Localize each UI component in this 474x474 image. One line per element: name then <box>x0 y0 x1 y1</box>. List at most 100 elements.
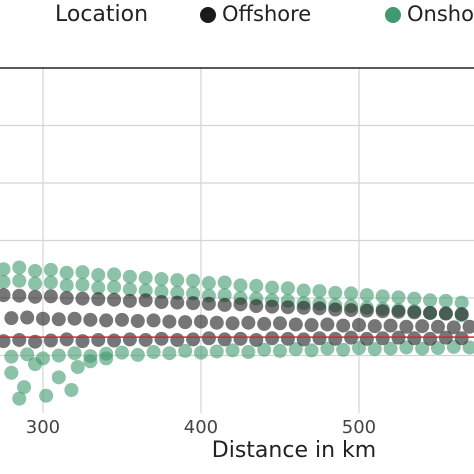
point <box>430 319 445 334</box>
point <box>462 319 474 334</box>
point <box>328 302 343 317</box>
x-axis-title: Distance in km <box>212 438 376 463</box>
point <box>446 320 461 335</box>
point <box>83 312 98 327</box>
point <box>107 267 122 282</box>
point <box>91 292 106 307</box>
point <box>162 346 177 361</box>
point <box>359 288 374 303</box>
point <box>391 290 406 305</box>
point <box>344 303 359 318</box>
point <box>328 285 343 300</box>
point <box>328 331 343 346</box>
point <box>51 348 66 363</box>
point <box>351 341 366 356</box>
point <box>233 297 248 312</box>
point <box>407 291 422 306</box>
point <box>43 275 58 290</box>
x-tick-label: 500 <box>342 417 376 438</box>
point <box>201 331 216 346</box>
point <box>43 333 58 348</box>
point <box>107 333 122 348</box>
point <box>375 304 390 319</box>
point <box>28 289 43 304</box>
point <box>312 284 327 299</box>
point <box>114 345 129 360</box>
point <box>423 293 438 308</box>
point <box>209 315 224 330</box>
point <box>130 347 145 362</box>
point <box>430 341 445 356</box>
point <box>4 365 19 380</box>
point <box>438 293 453 308</box>
point <box>201 276 216 291</box>
point <box>28 276 43 291</box>
point <box>249 278 264 293</box>
point <box>186 273 201 288</box>
legend-marker <box>200 7 216 23</box>
point <box>17 380 32 395</box>
point <box>288 317 303 332</box>
legend-label: Offshore <box>222 2 311 26</box>
point <box>154 331 169 346</box>
point <box>146 345 161 360</box>
point <box>423 331 438 346</box>
point <box>67 311 82 326</box>
point <box>280 331 295 346</box>
legend-title: Location <box>55 2 148 27</box>
point <box>415 341 430 356</box>
point <box>99 313 114 328</box>
point <box>43 262 58 277</box>
point <box>138 270 153 285</box>
point <box>64 383 79 397</box>
point <box>0 262 11 277</box>
point <box>415 319 430 334</box>
point <box>454 295 469 310</box>
point <box>201 296 216 311</box>
point <box>193 345 208 360</box>
legend-marker <box>385 7 401 23</box>
point <box>178 343 193 358</box>
point <box>130 314 145 328</box>
point <box>375 289 390 304</box>
point <box>170 285 185 300</box>
point <box>146 313 161 328</box>
point <box>296 283 311 298</box>
point <box>75 265 90 280</box>
point <box>241 315 256 330</box>
point <box>170 332 185 347</box>
point <box>225 343 240 358</box>
point <box>359 331 374 346</box>
point <box>359 303 374 318</box>
point <box>217 297 232 312</box>
point <box>186 332 201 347</box>
point <box>288 342 303 357</box>
point <box>0 288 11 303</box>
point <box>35 311 50 326</box>
point <box>75 291 90 306</box>
legend-label: Onshore <box>407 2 474 26</box>
point <box>257 316 272 331</box>
point <box>217 275 232 290</box>
point <box>28 263 43 278</box>
point <box>83 354 98 369</box>
point <box>59 278 74 293</box>
point <box>241 345 256 360</box>
point <box>367 342 382 357</box>
point <box>296 332 311 347</box>
point <box>336 342 351 357</box>
point <box>265 299 280 314</box>
point <box>12 260 27 275</box>
point <box>122 332 137 347</box>
point <box>20 347 35 362</box>
point <box>280 281 295 296</box>
point <box>122 293 137 308</box>
point <box>407 305 422 320</box>
point <box>162 314 177 329</box>
point <box>312 301 327 316</box>
point <box>351 318 366 333</box>
point <box>12 332 27 347</box>
point <box>39 388 54 403</box>
point <box>272 343 287 358</box>
